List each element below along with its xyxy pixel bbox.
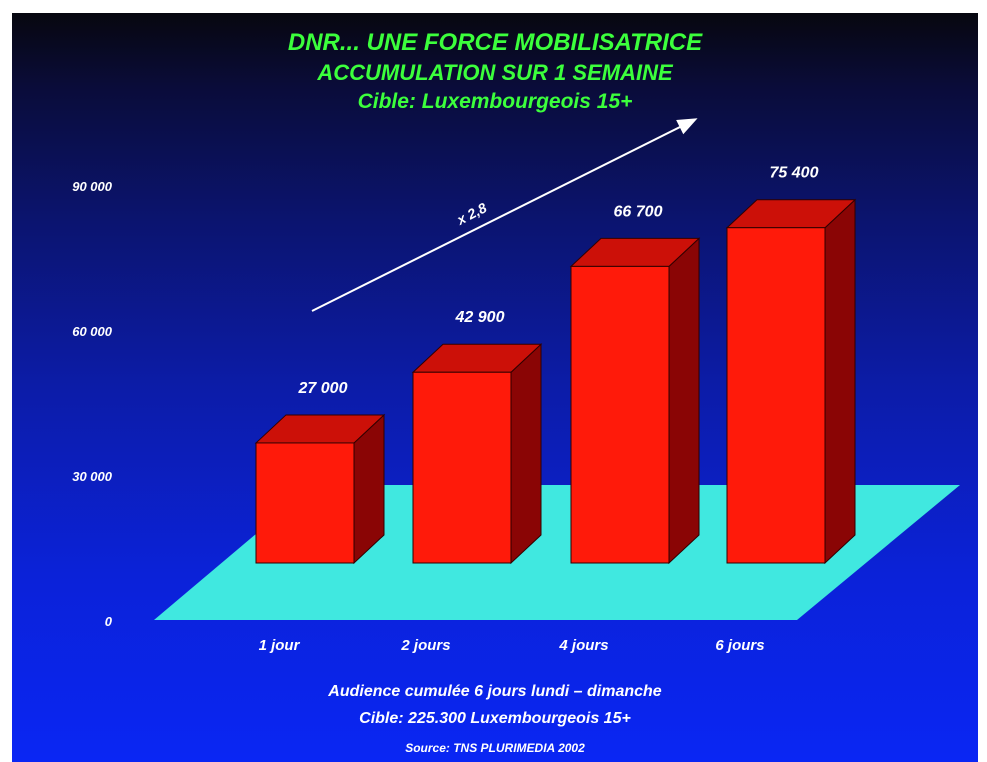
chart-subtitle: Cible: Luxembourgeois 15+ [357, 90, 633, 113]
bar-side [824, 198, 856, 565]
data-label: 27 000 [298, 380, 348, 397]
y-tick-label: 30 000 [72, 469, 113, 484]
bar-chart-3d: 0 30 000 60 000 90 000 27 000 1 jour 42 900 2 j… [72, 118, 960, 654]
growth-annotation: x 2,8 [453, 199, 489, 228]
x-tick-label: 4 jours [558, 637, 608, 654]
data-label: 66 700 [614, 203, 663, 220]
y-tick-label: 0 [105, 614, 113, 629]
x-tick-label: 6 jours [715, 637, 764, 654]
data-label: 75 400 [770, 165, 819, 182]
chart-title-line-2: ACCUMULATION SUR 1 SEMAINE [317, 60, 673, 85]
x-tick-label: 1 jour [259, 637, 301, 654]
y-tick-label: 60 000 [72, 324, 113, 339]
data-label: 42 900 [455, 309, 505, 326]
footer-line-2: Cible: 225.300 Luxembourgeois 15+ [359, 710, 631, 727]
bar-side [510, 343, 542, 565]
y-tick-label: 90 000 [72, 179, 113, 194]
bar [412, 371, 512, 564]
bar-side [668, 237, 700, 565]
x-tick-label: 2 jours [400, 637, 450, 654]
growth-arrow [311, 118, 698, 312]
chart-slide: DNR... UNE FORCE MOBILISATRICE ACCUMULAT… [12, 13, 978, 762]
chart-title-line-1: DNR... UNE FORCE MOBILISATRICE [287, 29, 703, 56]
bar [570, 265, 670, 564]
bar [726, 227, 826, 564]
footer-line-1: Audience cumulée 6 jours lundi – dimanch… [328, 683, 662, 700]
source-note: Source: TNS PLURIMEDIA 2002 [405, 741, 585, 755]
bar [255, 442, 355, 564]
